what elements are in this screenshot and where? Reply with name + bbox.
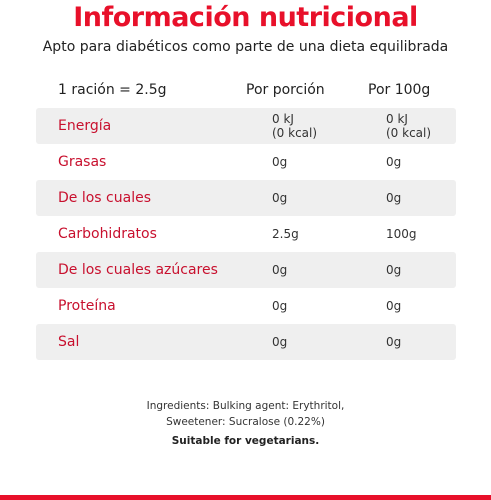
table-row: De los cuales 0g 0g (36, 180, 456, 216)
nutrient-name: Carbohidratos (58, 226, 157, 242)
table-row: Grasas 0g 0g (36, 144, 456, 180)
table-body: Energía 0 kJ (0 kcal) 0 kJ (0 kcal) Grasas 0g 0… (36, 108, 456, 360)
nutrient-name: Grasas (58, 154, 107, 170)
per-100g-value-cell: 100g (386, 216, 456, 252)
per-100g-value: 0g (386, 263, 402, 277)
per-100g-value: 0g (386, 191, 402, 205)
per-portion-value-cell: 0g (272, 324, 382, 360)
nutrient-name-cell: Energía (58, 108, 268, 144)
per-100g-value-cell: 0g (386, 144, 456, 180)
per-portion-value: 2.5g (272, 227, 299, 241)
nutrient-name: Sal (58, 334, 80, 350)
page-title: Información nutricional (73, 2, 418, 33)
per-100g-value: 0g (386, 155, 402, 169)
per-100g-value: 0g (386, 299, 402, 313)
per-100g-value: (0 kcal) (386, 126, 432, 140)
ingredients-footer: Ingredients: Bulking agent: Erythritol, … (0, 398, 491, 449)
per-100g-value-cell: 0g (386, 180, 456, 216)
per-100g-header: Por 100g (368, 82, 431, 98)
nutrient-name: Energía (58, 118, 112, 134)
per-portion-value-cell: 2.5g (272, 216, 382, 252)
ingredients-line-2: Sweetener: Sucralose (0.22%) (166, 416, 325, 428)
table-row: Carbohidratos 2.5g 100g (36, 216, 456, 252)
per-portion-value-cell: 0 kJ (0 kcal) (272, 108, 382, 144)
per-portion-value: 0g (272, 191, 288, 205)
nutrient-name: De los cuales (58, 190, 151, 206)
per-100g-value: 0g (386, 335, 402, 349)
ingredients-line-1: Ingredients: Bulking agent: Erythritol, (146, 400, 345, 412)
nutrient-name-cell: Carbohidratos (58, 216, 268, 252)
per-100g-value-cell: 0g (386, 252, 456, 288)
per-portion-value-cell: 0g (272, 252, 382, 288)
table-row: De los cuales azúcares 0g 0g (36, 252, 456, 288)
per-portion-header: Por porción (246, 82, 325, 98)
per-100g-value-cell: 0g (386, 288, 456, 324)
nutrient-name-cell: Grasas (58, 144, 268, 180)
per-portion-value-cell: 0g (272, 180, 382, 216)
table-header-row: 1 ración = 2.5g Por porción Por 100g (36, 72, 456, 108)
nutrition-table: 1 ración = 2.5g Por porción Por 100g Ene… (36, 72, 456, 360)
per-100g-value-cell: 0g (386, 324, 456, 360)
per-portion-value-cell: 0g (272, 288, 382, 324)
serving-size-header: 1 ración = 2.5g (58, 82, 167, 98)
table-row: Proteína 0g 0g (36, 288, 456, 324)
nutrient-name-cell: De los cuales (58, 180, 268, 216)
table-row: Energía 0 kJ (0 kcal) 0 kJ (0 kcal) (36, 108, 456, 144)
nutrient-name: Proteína (58, 298, 116, 314)
nutrient-name-cell: Proteína (58, 288, 268, 324)
per-portion-value: (0 kcal) (272, 126, 318, 140)
vegetarian-note: Suitable for vegetarians. (171, 435, 320, 447)
per-100g-value-cell: 0 kJ (0 kcal) (386, 108, 456, 144)
nutrient-name-cell: Sal (58, 324, 268, 360)
per-portion-value: 0g (272, 299, 288, 313)
per-portion-value: 0g (272, 263, 288, 277)
per-portion-value: 0g (272, 155, 288, 169)
nutrient-name: De los cuales azúcares (58, 262, 218, 278)
subtitle: Apto para diabéticos como parte de una d… (42, 39, 449, 55)
per-100g-value: 100g (386, 227, 417, 241)
per-100g-value: 0 kJ (386, 112, 408, 126)
nutrient-name-cell: De los cuales azúcares (58, 252, 268, 288)
per-portion-value-cell: 0g (272, 144, 382, 180)
bottom-accent-rule (0, 495, 491, 500)
per-portion-value: 0g (272, 335, 288, 349)
table-row: Sal 0g 0g (36, 324, 456, 360)
per-portion-value: 0 kJ (272, 112, 294, 126)
